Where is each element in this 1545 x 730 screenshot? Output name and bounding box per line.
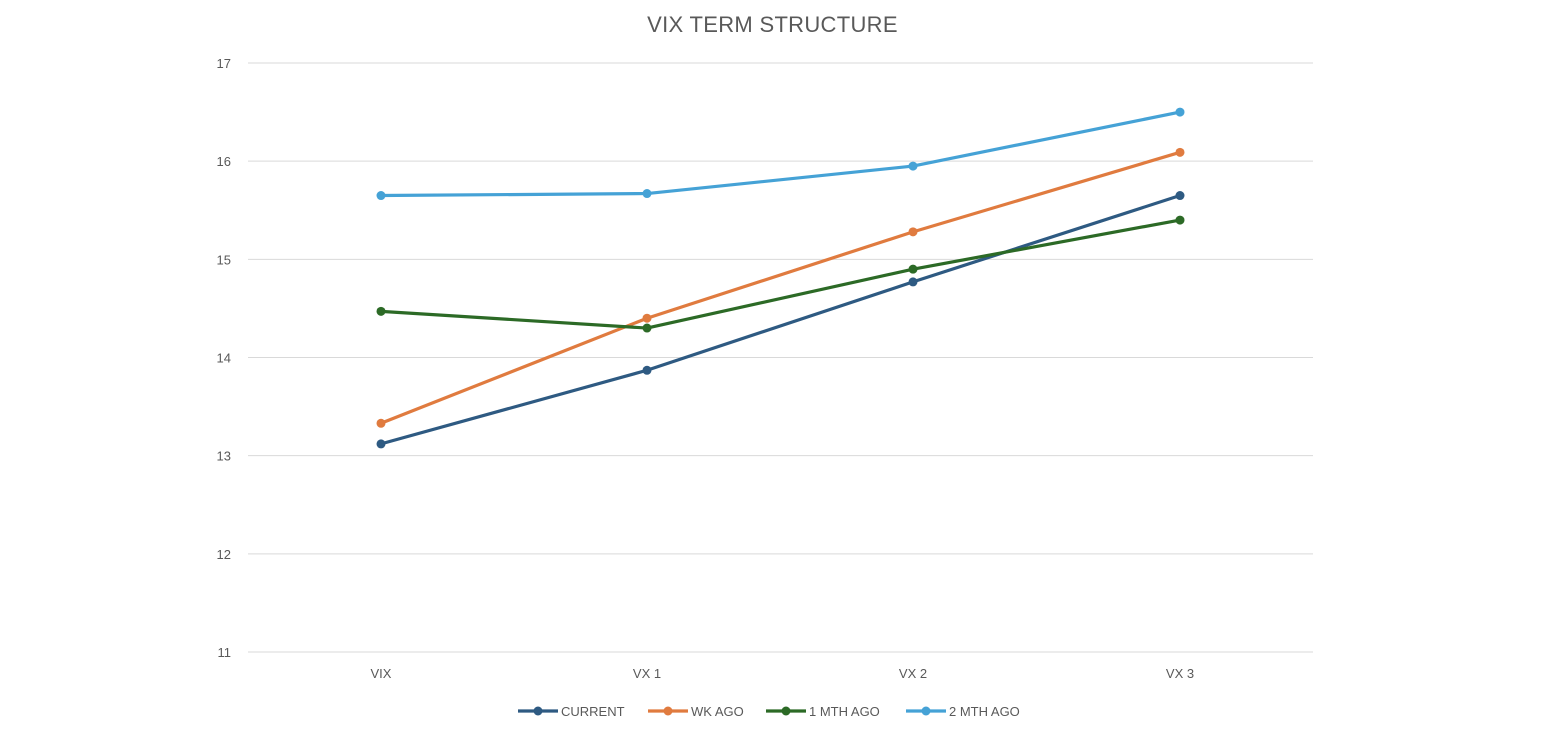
data-point <box>642 313 652 323</box>
data-point <box>1175 147 1185 157</box>
x-axis-ticks: VIX VX 1 VX 2 VX 3 <box>371 666 1195 681</box>
grid-lines <box>248 62 1313 653</box>
series-wk-ago <box>376 147 1185 428</box>
data-point <box>908 264 918 274</box>
data-point <box>642 365 652 375</box>
x-tick-label: VX 2 <box>899 666 927 681</box>
series-2-mth-ago <box>376 107 1185 201</box>
legend-item: 2 MTH AGO <box>906 704 1020 719</box>
series-line <box>379 150 1182 425</box>
x-tick-label: VX 3 <box>1166 666 1194 681</box>
y-tick-label: 13 <box>217 449 231 464</box>
series-current <box>376 191 1185 449</box>
y-tick-label: 11 <box>218 645 232 660</box>
y-tick-label: 14 <box>217 351 231 366</box>
legend-label: CURRENT <box>561 704 625 719</box>
data-point <box>908 227 918 237</box>
legend-item: WK AGO <box>648 704 744 719</box>
y-tick-label: 17 <box>217 56 231 71</box>
data-point <box>1175 191 1185 201</box>
legend-marker <box>921 706 931 716</box>
legend-label: WK AGO <box>691 704 744 719</box>
legend-item: CURRENT <box>518 704 625 719</box>
x-tick-label: VIX <box>371 666 392 681</box>
y-tick-label: 16 <box>217 154 231 169</box>
data-point <box>642 189 652 199</box>
data-point <box>908 277 918 287</box>
data-point <box>376 306 386 316</box>
series-1-mth-ago <box>376 215 1185 333</box>
y-tick-label: 12 <box>217 547 231 562</box>
legend-marker <box>533 706 543 716</box>
data-point <box>376 191 386 201</box>
legend-label: 1 MTH AGO <box>809 704 880 719</box>
legend-label: 2 MTH AGO <box>949 704 1020 719</box>
data-point <box>1175 107 1185 117</box>
legend-item: 1 MTH AGO <box>766 704 880 719</box>
legend-marker <box>663 706 673 716</box>
series-line <box>379 193 1182 446</box>
y-tick-label: 15 <box>217 252 231 267</box>
legend: CURRENT WK AGO 1 MTH AGO 2 MTH AGO <box>518 704 1020 719</box>
legend-marker <box>781 706 791 716</box>
series-line <box>379 218 1182 330</box>
series-lines <box>376 107 1185 449</box>
data-point <box>642 323 652 333</box>
series-line <box>379 110 1182 198</box>
chart-title: VIX TERM STRUCTURE <box>647 12 898 37</box>
data-point <box>376 439 386 449</box>
y-axis-ticks: 11 12 13 14 15 16 17 <box>217 56 231 660</box>
data-point <box>1175 215 1185 225</box>
data-point <box>908 161 918 171</box>
x-tick-label: VX 1 <box>633 666 661 681</box>
data-point <box>376 418 386 428</box>
